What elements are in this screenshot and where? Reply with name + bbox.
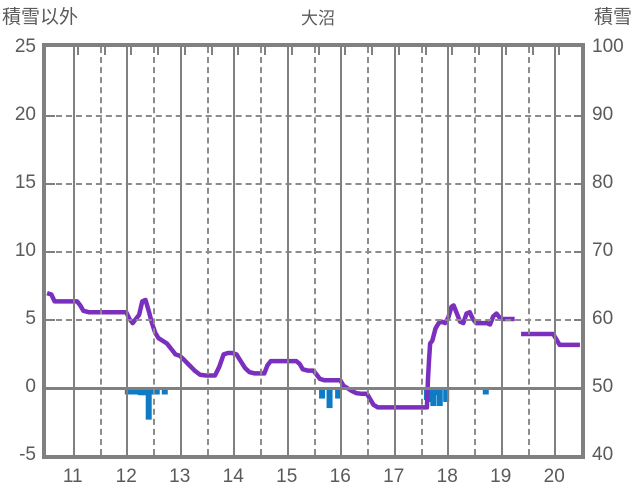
axis-tick-x-top	[424, 45, 427, 55]
y-axis-left-tick-label: 10	[14, 240, 36, 261]
y-axis-right-tick-label: 70	[592, 240, 614, 261]
gridline-vertical-minor	[420, 47, 423, 455]
axis-tick-x-top	[451, 45, 454, 55]
gridline-vertical-minor	[367, 47, 369, 455]
y-axis-left-tick-label: 25	[14, 36, 36, 57]
axis-tick-x-top	[504, 45, 507, 55]
y-axis-right-tick-label: 40	[592, 444, 614, 465]
bar	[482, 387, 489, 395]
x-axis-tick-label: 20	[543, 466, 565, 487]
axis-tick-x-top	[264, 45, 266, 55]
y-axis-left-tick-label: 0	[25, 376, 36, 397]
y-axis-right-tick-label: 50	[592, 376, 614, 397]
y-axis-right: 40 50 60 70 80 90 100	[592, 36, 636, 465]
plot-inner	[46, 47, 581, 455]
x-axis-tick-label: 13	[169, 466, 191, 487]
bar	[443, 387, 450, 402]
gridline-vertical-major	[179, 47, 182, 455]
gridline-vertical-minor	[206, 47, 209, 455]
axis-tick-x-top	[103, 45, 106, 55]
bar	[161, 387, 168, 395]
y-axis-right-tick-label: 90	[592, 104, 614, 125]
axis-tick-x-top	[397, 45, 400, 55]
y-axis-left-tick	[46, 183, 55, 185]
axis-tick-x-top	[130, 45, 133, 55]
y-axis-left-tick-label: 15	[14, 172, 36, 193]
y-axis-left-tick	[46, 115, 55, 117]
y-axis-left: -5 0 5 10 15 20 25	[0, 36, 36, 465]
y-axis-right-tick	[574, 183, 581, 185]
x-axis-tick-label: 17	[383, 466, 405, 487]
bar	[436, 387, 443, 407]
gridline-vertical-minor	[260, 47, 262, 455]
line-path	[46, 291, 515, 410]
axis-tick-x-top	[344, 45, 347, 55]
x-axis-tick-label: 14	[222, 466, 244, 487]
line-path	[521, 331, 580, 348]
gridline-vertical-major	[126, 47, 129, 455]
axis-tick-x-top	[157, 45, 159, 55]
line-series	[46, 291, 580, 410]
x-axis-tick-label: 15	[276, 466, 298, 487]
gridline-vertical-minor	[153, 47, 155, 455]
axis-tick-x-top	[558, 45, 561, 55]
chart-title: 大沼	[301, 9, 335, 28]
y-axis-right-tick	[574, 115, 581, 117]
bar	[335, 387, 342, 399]
y-axis-left-tick-label: 5	[25, 308, 36, 329]
y-axis-right-tick-label: 100	[592, 36, 624, 57]
bar	[319, 387, 326, 399]
x-axis-tick-label: 19	[490, 466, 512, 487]
gridline-vertical-major	[554, 47, 557, 455]
axis-tick-x-top	[210, 45, 213, 55]
y-axis-right-tick-label: 60	[592, 308, 614, 329]
plot-area	[42, 43, 585, 459]
x-axis-tick-label: 12	[115, 466, 137, 487]
y-axis-left-tick	[46, 251, 55, 253]
gridline-vertical-major	[447, 47, 450, 455]
bar	[145, 387, 152, 420]
gridline-vertical-minor	[527, 47, 530, 455]
right-axis-unit-label: 積雪	[593, 7, 632, 28]
axis-tick-x-top	[478, 45, 480, 55]
gridline-vertical-major	[233, 47, 236, 455]
gridline-vertical-major	[286, 47, 289, 455]
axis-tick-x-top	[76, 45, 79, 55]
gridline-vertical-minor	[99, 47, 102, 455]
axis-tick-x-top	[317, 45, 320, 55]
x-axis-tick-label: 11	[62, 466, 83, 487]
y-axis-right-tick	[574, 319, 581, 321]
axis-tick-x-top	[371, 45, 373, 55]
plot-svg	[46, 291, 580, 420]
bar	[433, 387, 440, 396]
left-axis-unit-label: 積雪以外	[2, 7, 79, 28]
bar	[326, 387, 333, 409]
axis-tick-x-top	[183, 45, 186, 55]
y-axis-left-tick	[46, 319, 55, 321]
bar	[132, 387, 139, 395]
bar	[427, 387, 434, 402]
y-axis-left-tick-label: 20	[14, 104, 36, 125]
y-axis-right-tick	[574, 251, 581, 253]
axis-tick-x-top	[531, 45, 534, 55]
x-axis-tick-label: 16	[329, 466, 351, 487]
bar	[430, 387, 437, 407]
axis-tick-x-top	[237, 45, 240, 55]
axis-tick-x-top	[290, 45, 293, 55]
y-axis-right-tick-label: 80	[592, 172, 614, 193]
y-axis-left-tick-label: -5	[19, 444, 36, 465]
gridline-vertical-major	[393, 47, 396, 455]
y-axis-right-tick	[574, 387, 581, 389]
x-axis-tick-label: 18	[436, 466, 458, 487]
gridline-vertical-major	[500, 47, 503, 455]
gridline-vertical-major	[72, 47, 75, 455]
gridline-vertical-minor	[474, 47, 476, 455]
gridline-vertical-minor	[313, 47, 316, 455]
gridline-vertical-major	[340, 47, 343, 455]
bar	[153, 387, 160, 395]
